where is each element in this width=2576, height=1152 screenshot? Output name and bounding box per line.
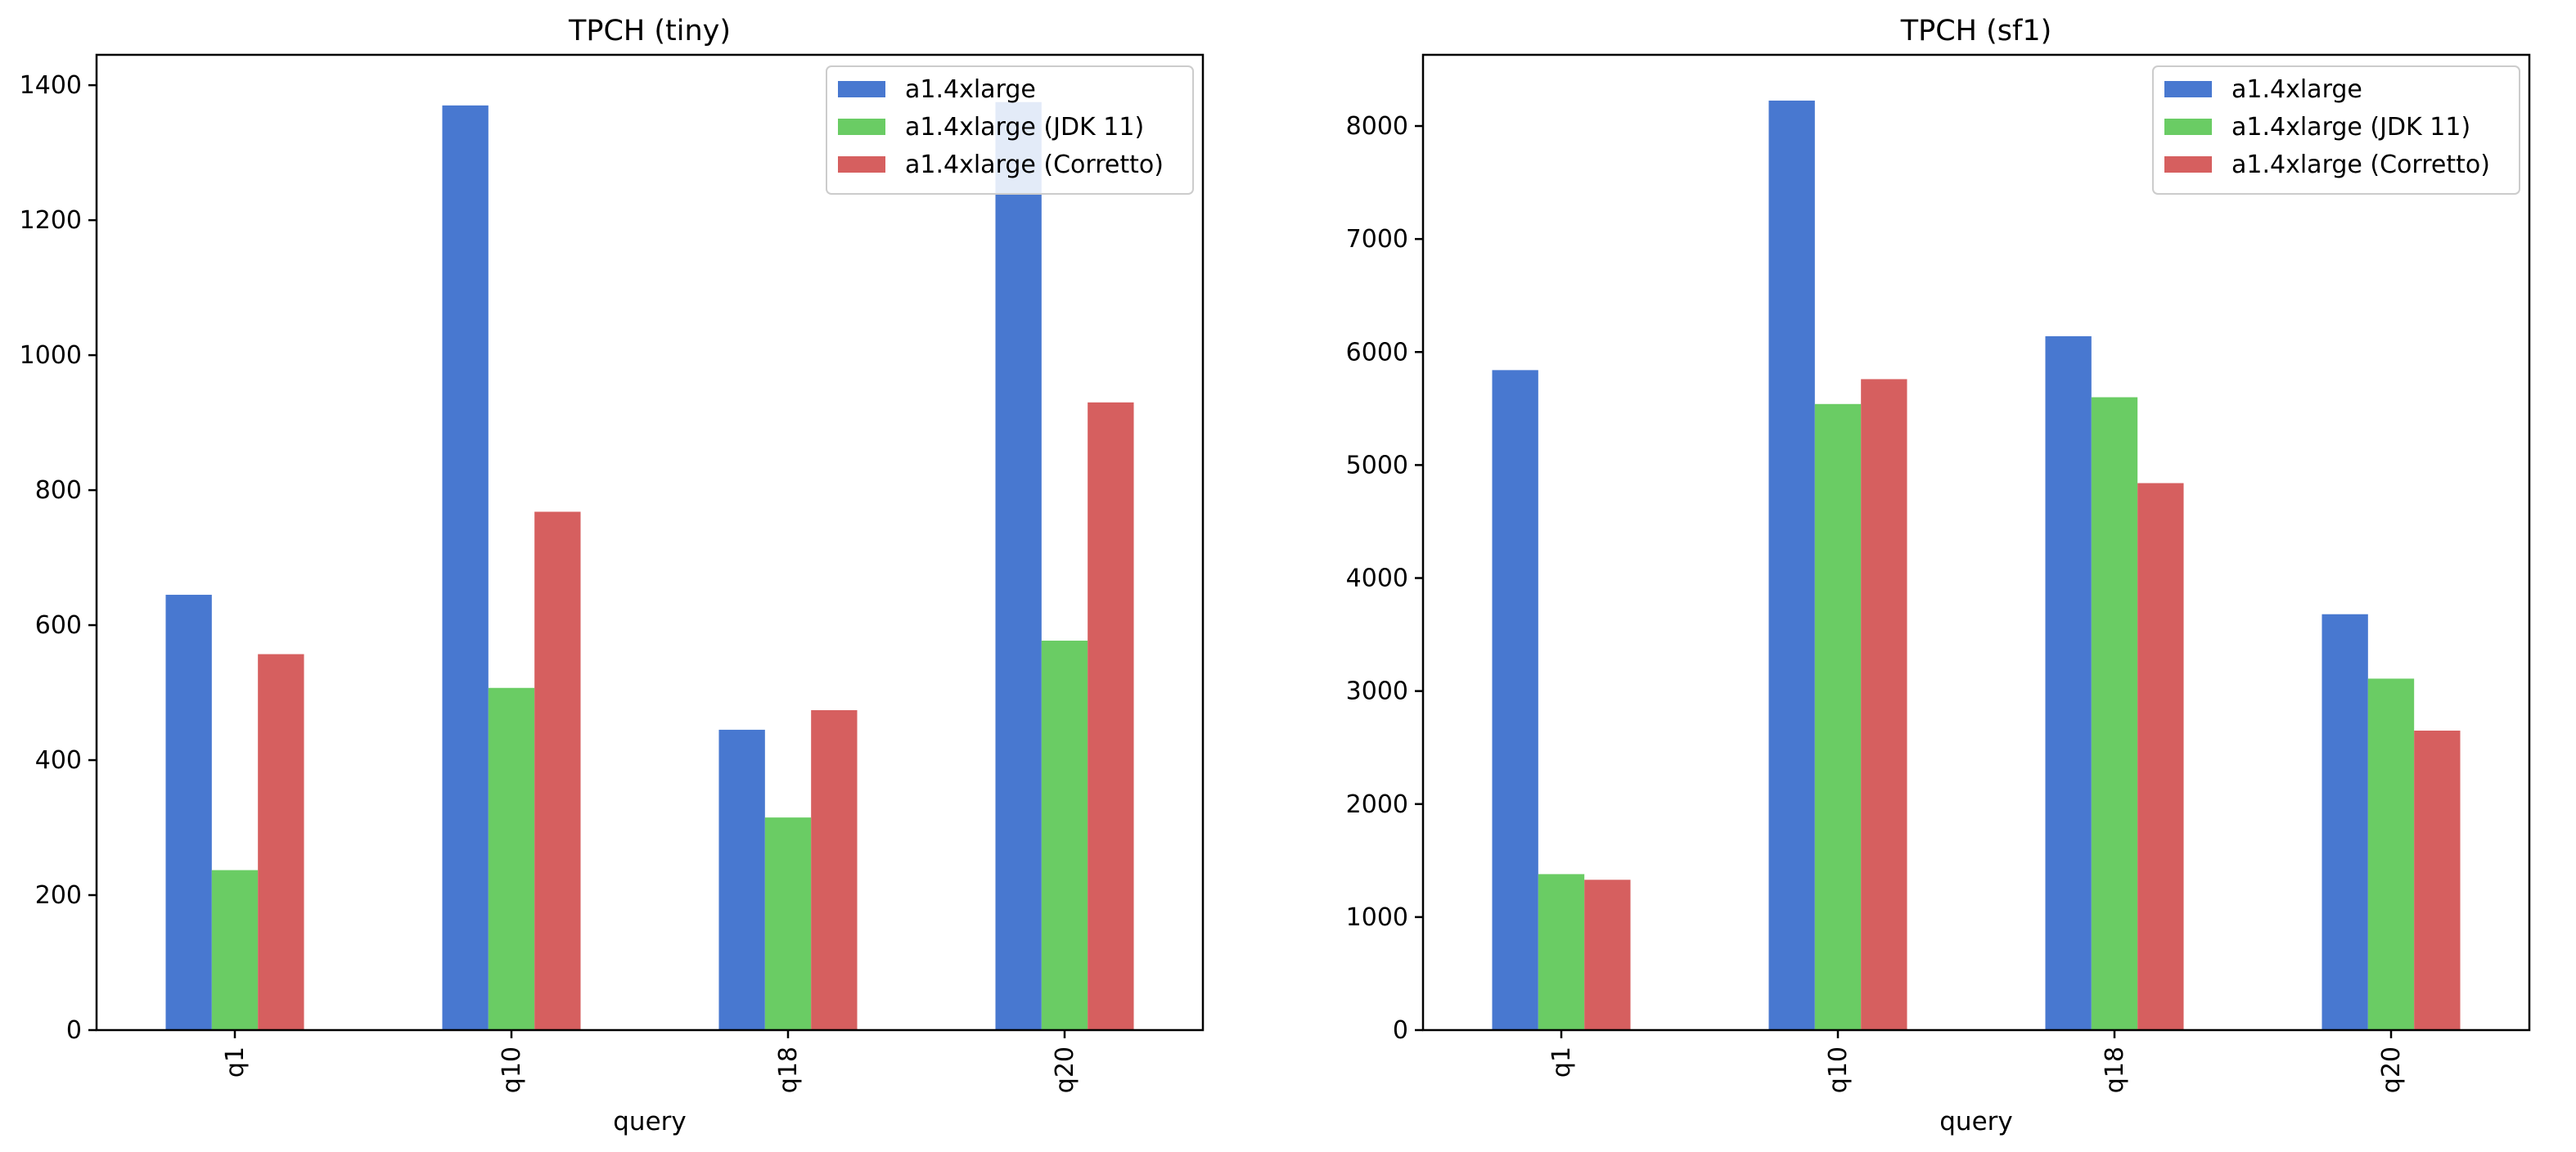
legend-label-3: a1.4xlarge (Corretto) [2231, 151, 2490, 179]
y-tick-label: 200 [35, 881, 82, 910]
legend-label-2: a1.4xlarge (JDK 11) [2231, 113, 2470, 142]
bar-q1-series-1 [165, 594, 212, 1030]
x-tick-label-q1: q1 [221, 1046, 250, 1078]
x-tick-label-q20: q20 [2377, 1046, 2406, 1093]
chart-title: TPCH (sf1) [1900, 15, 2052, 47]
bar-q20-series-1 [995, 101, 1042, 1031]
plot-frame [95, 53, 1205, 1032]
bar-q18-series-2 [2091, 397, 2138, 1030]
bar-q20-series-2 [1041, 641, 1088, 1030]
y-tick-label: 1000 [1346, 903, 1408, 932]
y-tick-label: 600 [35, 611, 82, 640]
bar-q18-series-1 [2045, 335, 2092, 1030]
legend-swatch-2 [2164, 119, 2212, 135]
bar-q10-series-2 [488, 687, 535, 1030]
bar-q1-series-3 [1584, 880, 1631, 1030]
bar-q10-series-3 [1861, 379, 1907, 1031]
x-tick-label-q1: q1 [1547, 1046, 1576, 1078]
y-tick-label: 4000 [1346, 565, 1408, 593]
chart-panel-2: TPCH (sf1) 0 1000 2000 3000 4000 5000 6000 7000 8… [1346, 15, 2531, 1136]
y-tick-label: 0 [66, 1016, 82, 1045]
plot-frame [1421, 53, 2531, 1032]
bar-q18-series-1 [718, 729, 765, 1030]
legend-swatch-1 [2164, 81, 2212, 97]
bar-q18-series-3 [2137, 483, 2184, 1030]
legend-box [826, 65, 1194, 195]
bar-q20-series-2 [2367, 678, 2415, 1030]
y-tick-label: 2000 [1346, 790, 1408, 819]
y-tick-label: 3000 [1346, 677, 1408, 706]
bar-q10-series-2 [1814, 403, 1862, 1030]
legend-swatch-3 [2164, 156, 2212, 173]
bar-q1-series-1 [1492, 370, 1538, 1031]
x-tick-label-q18: q18 [2101, 1046, 2129, 1093]
legend-swatch-2 [838, 119, 885, 135]
bar-q10-series-1 [442, 105, 489, 1030]
legend-label-2: a1.4xlarge (JDK 11) [905, 113, 1144, 142]
x-axis-label: query [1939, 1107, 2013, 1136]
y-tick-label: 6000 [1346, 338, 1408, 367]
legend-label-1: a1.4xlarge [905, 75, 1036, 104]
x-axis-label: query [613, 1107, 687, 1136]
bar-q20-series-3 [2414, 730, 2461, 1030]
bar-q10-series-3 [534, 511, 581, 1030]
bar-q1-series-3 [258, 654, 304, 1030]
legend-box [2152, 65, 2520, 195]
y-tick-label: 0 [1393, 1016, 1408, 1045]
bar-q1-series-2 [1538, 874, 1585, 1030]
legend: a1.4xlarge a1.4xlarge (JDK 11) a1.4xlarge … [2152, 65, 2520, 195]
y-tick-label: 5000 [1346, 451, 1408, 479]
legend-swatch-3 [838, 156, 885, 173]
x-tick-label-q18: q18 [774, 1046, 803, 1093]
bar-q20-series-3 [1088, 402, 1134, 1030]
legend-label-3: a1.4xlarge (Corretto) [905, 151, 1164, 179]
bar-q20-series-1 [2322, 614, 2368, 1030]
legend: a1.4xlarge a1.4xlarge (JDK 11) a1.4xlarge … [826, 65, 1194, 195]
chart-panel-1: TPCH (tiny) 0 200 400 600 800 1000 1200 1400 q1 q1… [20, 15, 1205, 1136]
x-tick-label-q20: q20 [1051, 1046, 1079, 1093]
y-tick-label: 1000 [20, 341, 82, 370]
bar-q18-series-2 [764, 817, 812, 1030]
bar-q18-series-3 [811, 709, 858, 1030]
x-tick-label-q10: q10 [1824, 1046, 1853, 1093]
bar-q10-series-1 [1768, 100, 1815, 1031]
legend-swatch-1 [838, 81, 885, 97]
y-tick-label: 8000 [1346, 112, 1408, 141]
y-tick-label: 1200 [20, 206, 82, 235]
legend-label-1: a1.4xlarge [2231, 75, 2362, 104]
bar-q1-series-2 [211, 870, 259, 1030]
x-tick-label-q10: q10 [498, 1046, 526, 1093]
y-tick-label: 400 [35, 746, 82, 775]
y-tick-label: 800 [35, 476, 82, 505]
y-tick-label: 7000 [1346, 225, 1408, 254]
y-tick-label: 1400 [20, 71, 82, 100]
chart-title: TPCH (tiny) [568, 15, 731, 47]
